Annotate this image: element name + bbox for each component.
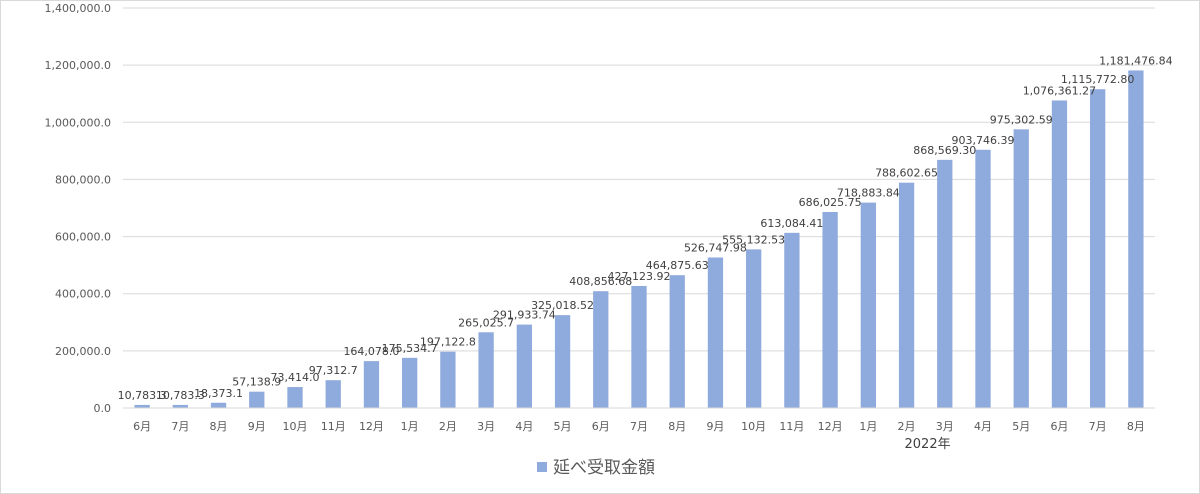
x-tick-label: 6月 <box>592 420 610 433</box>
bar <box>1090 89 1106 409</box>
legend-swatch <box>537 462 547 472</box>
data-label: 18,373.1 <box>194 387 243 400</box>
y-axis-tick-labels: 0.0 200,000.0 400,000.0 600,000.0 800,000.0 1… <box>45 2 111 415</box>
data-label: 1,076,361.27 <box>1023 84 1096 97</box>
data-label: 903,746.39 <box>952 134 1015 147</box>
y-tick-label: 800,000.0 <box>55 173 111 186</box>
x-tick-label: 2月 <box>439 420 457 433</box>
x-tick-label: 11月 <box>779 420 804 433</box>
data-label: 526,747.98 <box>684 242 747 255</box>
data-label: 613,084.41 <box>760 217 823 230</box>
bar <box>172 404 188 408</box>
bar <box>898 182 915 408</box>
data-label: 868,569.30 <box>913 144 976 157</box>
data-label: 686,025.75 <box>799 196 862 209</box>
x-tick-label: 9月 <box>248 420 266 433</box>
y-tick-label: 1,200,000.0 <box>45 59 111 72</box>
data-label: 975,302.59 <box>990 113 1053 126</box>
bar <box>440 351 456 408</box>
x-tick-label: 5月 <box>1012 420 1030 433</box>
legend-series-label: 延べ受取金額 <box>553 458 655 478</box>
data-label: 57,138.9 <box>232 376 281 389</box>
x-tick-label: 4月 <box>515 420 533 433</box>
x-tick-label: 3月 <box>936 420 954 433</box>
bar <box>249 391 265 408</box>
x-axis-tick-labels: 6月 7月 8月 9月 10月 11月 12月 1月 2月 3月 4月 5月 6月 7月 8月 9月 10月 11… <box>133 420 1145 433</box>
bar <box>134 404 150 408</box>
x-tick-label: 12月 <box>359 420 384 433</box>
bar <box>1128 70 1144 409</box>
bar <box>669 275 685 408</box>
bar <box>822 211 838 408</box>
data-label: 10,783.3 <box>118 389 167 402</box>
bar <box>784 232 800 408</box>
bar <box>478 332 494 408</box>
data-labels: 10,783.310,783.318,373.157,138.973,414.0… <box>118 54 1173 401</box>
y-tick-label: 600,000.0 <box>55 231 111 244</box>
bar <box>363 361 380 408</box>
data-label: 788,602.65 <box>875 167 938 180</box>
bar <box>1013 129 1029 409</box>
data-label: 427,123.92 <box>608 270 671 283</box>
data-label: 164,078.0 <box>343 345 399 358</box>
y-tick-label: 1,400,000.0 <box>45 2 111 15</box>
x-tick-label: 1月 <box>401 420 419 433</box>
data-label: 464,875.63 <box>646 259 709 272</box>
data-label: 1,181,476.84 <box>1099 54 1172 67</box>
x-tick-label: 7月 <box>630 420 648 433</box>
bar <box>325 380 341 408</box>
x-tick-label: 12月 <box>818 420 843 433</box>
x-tick-label: 7月 <box>171 420 189 433</box>
data-label: 325,018.52 <box>531 299 594 312</box>
year-label: 2022年 <box>905 437 951 452</box>
x-tick-label: 8月 <box>1127 420 1145 433</box>
y-tick-label: 0.0 <box>94 402 112 415</box>
y-tick-label: 1,000,000.0 <box>45 116 111 129</box>
bar <box>210 402 227 408</box>
data-label: 97,312.7 <box>309 364 358 377</box>
y-tick-label: 400,000.0 <box>55 288 111 301</box>
bar <box>631 285 647 408</box>
data-label: 718,883.84 <box>837 187 900 200</box>
x-tick-label: 9月 <box>706 420 724 433</box>
bar <box>516 324 532 408</box>
x-tick-label: 3月 <box>477 420 495 433</box>
bar <box>707 257 724 408</box>
bars <box>134 70 1144 409</box>
x-tick-label: 5月 <box>554 420 572 433</box>
data-label: 291,933.74 <box>493 309 556 322</box>
data-label: 408,856.68 <box>569 275 632 288</box>
bar <box>554 315 571 408</box>
bar <box>287 387 303 408</box>
x-tick-label: 8月 <box>210 420 228 433</box>
bar <box>1051 100 1068 409</box>
x-tick-label: 2月 <box>898 420 916 433</box>
x-tick-label: 4月 <box>974 420 992 433</box>
legend: 延べ受取金額 <box>537 458 655 478</box>
x-tick-label: 8月 <box>668 420 686 433</box>
bar <box>746 249 762 408</box>
x-tick-label: 6月 <box>133 420 151 433</box>
data-label: 1,115,772.80 <box>1061 73 1134 86</box>
data-label: 197,122.8 <box>420 336 476 349</box>
x-tick-label: 11月 <box>321 420 346 433</box>
data-label: 73,414.0 <box>271 371 320 384</box>
x-tick-label: 10月 <box>283 420 308 433</box>
x-tick-label: 7月 <box>1089 420 1107 433</box>
y-tick-label: 200,000.0 <box>55 345 111 358</box>
x-tick-label: 6月 <box>1050 420 1068 433</box>
bar <box>593 291 609 408</box>
data-label: 555,132.53 <box>722 233 785 246</box>
bar <box>860 202 876 408</box>
bar <box>975 149 991 408</box>
data-label: 10,783.3 <box>156 389 205 402</box>
bar <box>402 357 418 408</box>
x-tick-label: 10月 <box>741 420 766 433</box>
data-label: 175,534.7 <box>382 342 438 355</box>
x-tick-label: 1月 <box>859 420 877 433</box>
data-label: 265,025.7 <box>458 316 514 329</box>
bar <box>937 159 953 408</box>
